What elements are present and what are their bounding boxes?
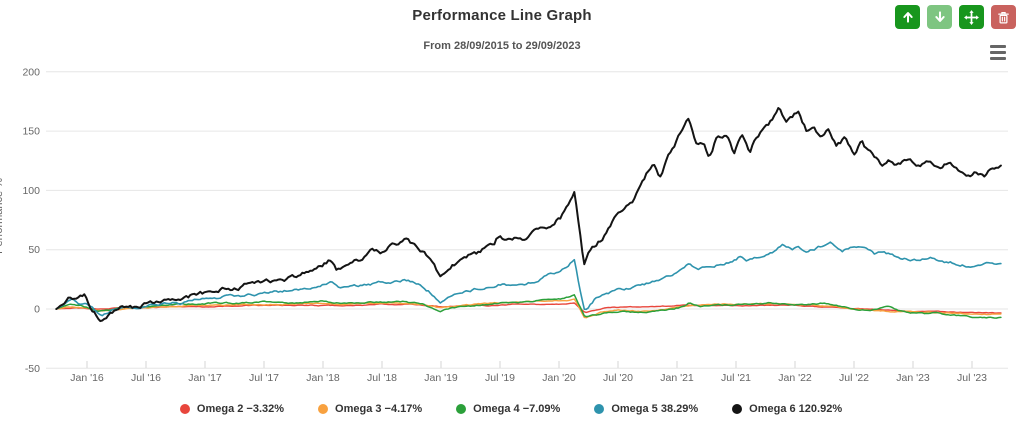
legend-label: Omega 5 38.29%: [611, 403, 699, 415]
legend-item-omega-3[interactable]: Omega 3 −4.17%: [318, 403, 422, 415]
chart-title: Performance Line Graph: [412, 7, 592, 24]
arrow-up-icon: [900, 9, 916, 25]
legend-item-omega-5[interactable]: Omega 5 38.29%: [594, 403, 698, 415]
legend-marker-icon: [179, 404, 190, 414]
legend-label: Omega 3 −4.17%: [335, 403, 423, 415]
series-line-omega-5[interactable]: [55, 241, 1002, 317]
series-line-omega-4[interactable]: [55, 294, 1002, 319]
series-line-omega-6[interactable]: [55, 107, 1002, 323]
arrow-down-icon: [932, 9, 948, 25]
drag-move-button[interactable]: [959, 5, 984, 29]
legend-label: Omega 4 −7.09%: [473, 403, 561, 415]
x-axis-label: Jan '19: [424, 372, 458, 384]
legend-item-omega-6[interactable]: Omega 6 120.92%: [732, 403, 842, 415]
y-axis-label-200: 200: [22, 66, 40, 78]
y-axis-label-50: 50: [28, 244, 40, 256]
chart-context-menu-button[interactable]: [990, 44, 1010, 61]
x-axis-label: Jan '18: [306, 372, 340, 384]
legend-label: Omega 2 −3.32%: [196, 403, 285, 415]
legend-marker-icon: [732, 404, 743, 414]
move-up-button[interactable]: [895, 5, 920, 29]
x-axis-label: Jul '19: [485, 372, 515, 384]
x-axis-label: Jul '22: [839, 372, 869, 384]
legend-marker-icon: [318, 404, 329, 414]
legend-item-omega-4[interactable]: Omega 4 −7.09%: [456, 403, 560, 415]
delete-button[interactable]: [991, 5, 1016, 29]
y-axis-label-0: 0: [34, 304, 40, 316]
y-axis-label--50: -50: [25, 363, 40, 375]
hamburger-icon: [990, 51, 1006, 54]
legend-marker-icon: [456, 404, 467, 414]
x-axis-label: Jan '22: [778, 372, 812, 384]
x-axis-label: Jul '17: [249, 372, 279, 384]
x-axis-label: Jul '16: [131, 372, 161, 384]
y-axis-label-150: 150: [22, 126, 40, 138]
hamburger-icon: [990, 57, 1006, 60]
legend-label: Omega 6 120.92%: [749, 403, 843, 415]
x-axis-label: Jan '23: [896, 372, 930, 384]
plot-area[interactable]: [46, 62, 1008, 374]
x-axis-label: Jul '18: [367, 372, 397, 384]
move-down-button[interactable]: [927, 5, 952, 29]
x-axis-label: Jul '20: [603, 372, 633, 384]
x-axis-label: Jul '21: [721, 372, 751, 384]
legend-marker-icon: [594, 404, 605, 414]
x-axis-label: Jan '20: [542, 372, 576, 384]
legend-item-omega-2[interactable]: Omega 2 −3.32%: [179, 403, 285, 415]
y-axis-label-100: 100: [22, 185, 40, 197]
move-icon: [963, 9, 980, 26]
chart-toolbar: [895, 5, 1016, 29]
chart-legend: Omega 2 −3.32% Omega 3 −4.17% Omega 4 −7.0…: [0, 403, 1022, 415]
chart-subtitle: From 28/09/2015 to 29/09/2023: [423, 40, 581, 52]
x-axis-label: Jan '16: [70, 372, 104, 384]
x-axis-label: Jan '17: [188, 372, 222, 384]
hamburger-icon: [990, 45, 1006, 48]
x-axis-label: Jul '23: [957, 372, 987, 384]
trash-icon: [996, 10, 1011, 25]
x-axis-label: Jan '21: [660, 372, 694, 384]
